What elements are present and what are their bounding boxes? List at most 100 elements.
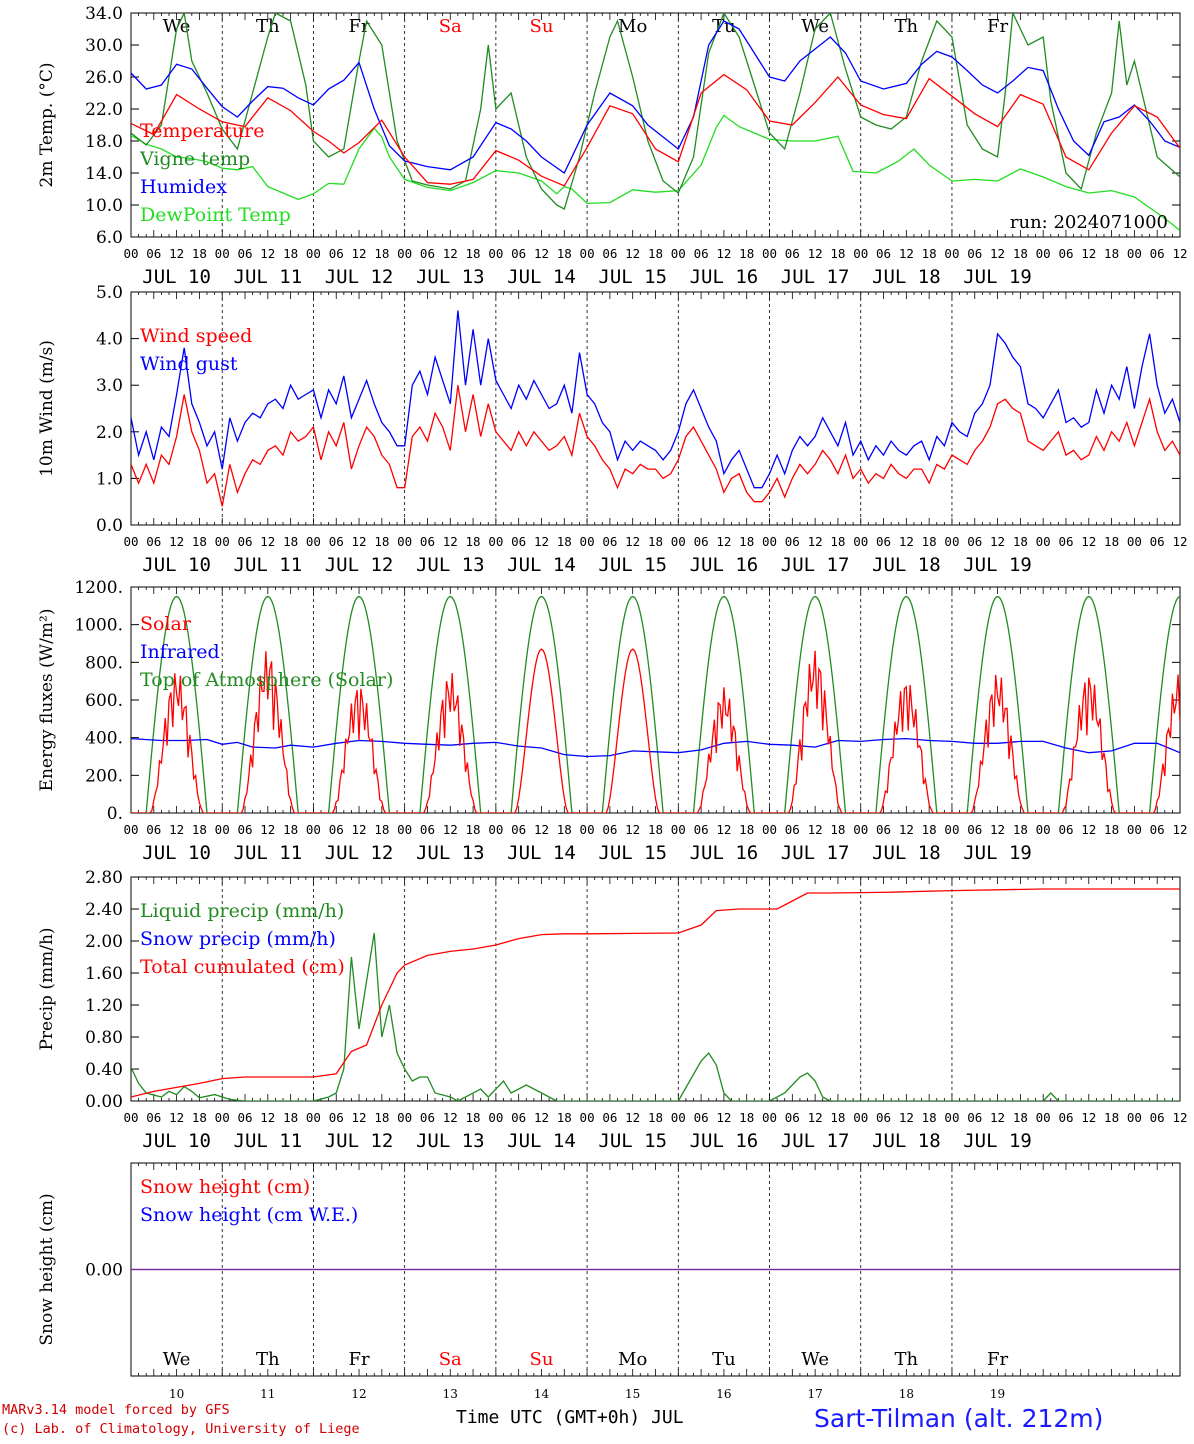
x-hour-label: 18: [648, 822, 663, 837]
x-hour-label: 06: [237, 822, 252, 837]
x-hour-label: 06: [1150, 1110, 1165, 1125]
x-hour-label: 12: [899, 246, 914, 261]
x-hour-label: 12: [990, 534, 1005, 549]
x-day-label: JUL 14: [507, 266, 576, 288]
x-hour-label: 18: [648, 534, 663, 549]
x-hour-label: 00: [762, 534, 777, 549]
y-axis-label: 10m Wind (m/s): [37, 340, 57, 477]
y-tick-label: 2.0: [96, 423, 123, 443]
x-hour-label: 06: [237, 1110, 252, 1125]
x-hour-label: 00: [853, 822, 868, 837]
x-hour-label: 18: [192, 534, 207, 549]
x-day-label: JUL 19: [963, 842, 1032, 864]
x-day-label: JUL 10: [142, 842, 211, 864]
x-hour-label: 12: [990, 822, 1005, 837]
x-day-label: JUL 13: [416, 266, 485, 288]
x-hour-label: 18: [192, 246, 207, 261]
x-hour-label: 06: [1058, 246, 1073, 261]
x-hour-label: 18: [739, 822, 754, 837]
x-hour-label: 18: [557, 822, 572, 837]
y-axis-label: Energy fluxes (W/m²): [37, 609, 57, 792]
x-hour-label: 00: [944, 822, 959, 837]
x-day-label: JUL 17: [781, 842, 850, 864]
x-hour-label: 18: [739, 246, 754, 261]
x-day-label: JUL 10: [142, 266, 211, 288]
x-day-label: JUL 12: [325, 266, 394, 288]
x-hour-label: 18: [283, 534, 298, 549]
x-hour-label: 00: [671, 534, 686, 549]
panel-energy: 0. 200. 400. 600. 800. 1000. 1200. Energy fluxe…: [37, 578, 1188, 864]
x-hour-label: 00: [306, 246, 321, 261]
x-hour-label: 06: [876, 246, 891, 261]
x-day-label: JUL 19: [963, 266, 1032, 288]
y-tick-label: 26.0: [85, 68, 123, 88]
y-axis-label: Snow height (cm): [37, 1193, 57, 1345]
x-day-label: JUL 16: [690, 266, 759, 288]
x-hour-label: 06: [967, 1110, 982, 1125]
x-hour-label: 00: [397, 246, 412, 261]
series-line-infrared: [131, 737, 1180, 758]
y-tick-label: 3.0: [96, 376, 123, 396]
x-hour-label: 06: [1058, 1110, 1073, 1125]
x-hour-label: 12: [899, 822, 914, 837]
x-hour-label: 18: [830, 822, 845, 837]
x-hour-label: 12: [534, 1110, 549, 1125]
weekday-label: Th: [256, 16, 280, 37]
x-hour-label: 00: [215, 1110, 230, 1125]
x-hour-label: 00: [215, 822, 230, 837]
legend-entry: Snow height (cm W.E.): [140, 1204, 358, 1226]
x-hour-label: 00: [853, 246, 868, 261]
x-hour-label: 06: [876, 534, 891, 549]
x-hour-label: 18: [283, 246, 298, 261]
x-hour-label: 12: [534, 246, 549, 261]
x-hour-label: 12: [716, 822, 731, 837]
x-hour-label: 18: [830, 1110, 845, 1125]
series-line-liquid-precip-mm-h-: [131, 932, 1180, 1101]
x-day-label: JUL 14: [507, 554, 576, 576]
x-hour-label: 00: [1036, 534, 1051, 549]
y-tick-label: 800.: [85, 653, 123, 673]
x-hour-label: 12: [352, 246, 367, 261]
y-tick-label: 0.80: [85, 1028, 123, 1048]
weekday-label: Mo: [618, 1349, 647, 1370]
series-line-humidex: [131, 20, 1180, 174]
x-hour-label: 06: [237, 246, 252, 261]
x-hour-label: 00: [215, 534, 230, 549]
x-hour-label: 00: [580, 1110, 595, 1125]
x-hour-label: 06: [694, 246, 709, 261]
x-day-number: 16: [716, 1387, 731, 1401]
x-hour-label: 12: [1172, 1110, 1187, 1125]
x-hour-label: 06: [602, 534, 617, 549]
y-tick-label: 10.0: [85, 196, 123, 216]
x-day-number: 18: [899, 1387, 914, 1401]
x-hour-label: 06: [694, 1110, 709, 1125]
panel-snow: 0.00 Snow height (cm) We Th Fr Sa Su Mo Tu We Th Fr…: [37, 1162, 1181, 1401]
x-hour-label: 12: [808, 246, 823, 261]
legend-entry: Temperature: [140, 120, 264, 142]
x-day-label: JUL 18: [872, 554, 941, 576]
legend-entry: Wind speed: [140, 325, 252, 347]
x-hour-label: 18: [374, 246, 389, 261]
x-hour-label: 06: [1058, 534, 1073, 549]
x-hour-label: 00: [123, 246, 138, 261]
series-line-solar: [131, 648, 1180, 813]
x-hour-label: 12: [625, 1110, 640, 1125]
legend-entry: Snow height (cm): [140, 1176, 310, 1198]
x-hour-label: 12: [1081, 1110, 1096, 1125]
weekday-label: We: [163, 16, 191, 37]
y-tick-label: 4.0: [96, 330, 123, 350]
y-tick-label: 2.00: [85, 932, 123, 952]
x-hour-label: 06: [511, 246, 526, 261]
x-day-label: JUL 11: [234, 842, 303, 864]
x-day-label: JUL 12: [325, 554, 394, 576]
panel-temperature: 6.0 10.0 14.0 18.0 22.0 26.0 30.0 34.0 2m Temp. …: [37, 4, 1188, 288]
x-day-label: JUL 18: [872, 266, 941, 288]
x-hour-label: 00: [944, 246, 959, 261]
x-day-label: JUL 12: [325, 842, 394, 864]
x-hour-label: 00: [1127, 246, 1142, 261]
x-hour-label: 00: [580, 534, 595, 549]
x-hour-label: 06: [420, 822, 435, 837]
y-tick-label: 1000.: [74, 616, 123, 636]
x-hour-label: 06: [1150, 822, 1165, 837]
legend-entry: Vigne temp: [139, 148, 250, 170]
